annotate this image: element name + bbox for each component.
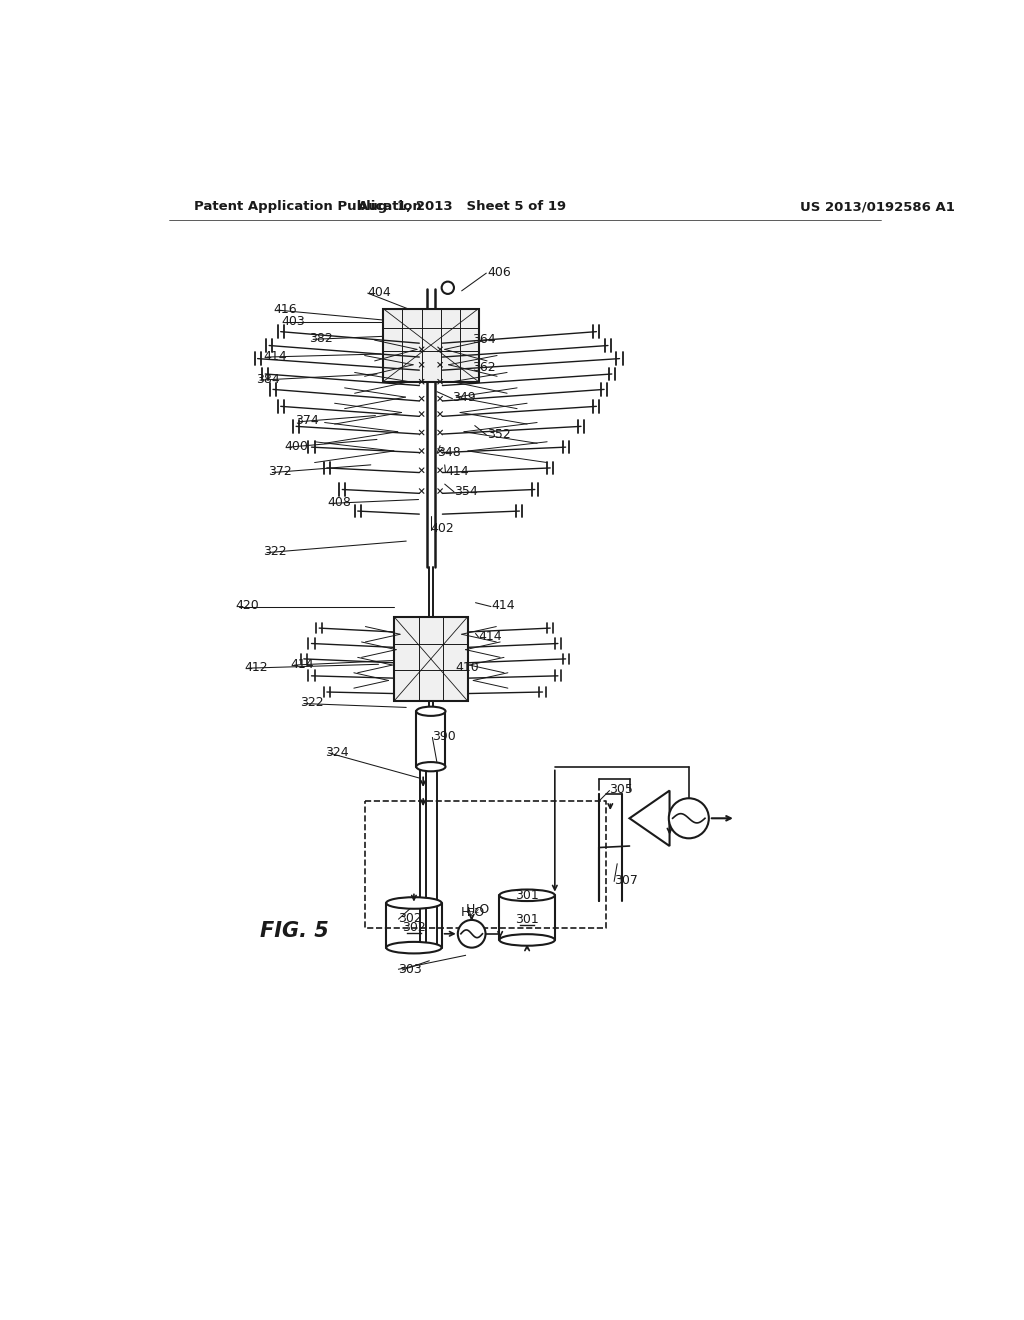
Text: 364: 364 [472,333,496,346]
Text: 414: 414 [478,630,502,643]
Text: 324: 324 [325,746,348,759]
Text: 390: 390 [432,730,456,743]
Text: H₂O: H₂O [461,906,485,919]
Text: 352: 352 [487,428,511,441]
Circle shape [458,920,485,948]
Text: 303: 303 [398,962,422,975]
Text: Patent Application Publication: Patent Application Publication [194,201,422,214]
Text: 412: 412 [245,661,268,675]
Text: 414: 414 [445,465,469,478]
Text: 301: 301 [515,888,540,902]
Text: 404: 404 [368,286,391,298]
Circle shape [441,281,454,294]
Ellipse shape [386,898,441,908]
Text: 305: 305 [609,783,634,796]
Text: 374: 374 [295,414,319,428]
Text: US 2013/0192586 A1: US 2013/0192586 A1 [801,201,955,214]
Text: 414: 414 [490,599,514,612]
Text: 322: 322 [300,696,324,709]
Text: 406: 406 [487,265,511,279]
Text: 414: 414 [291,657,314,671]
Text: 403: 403 [282,315,305,329]
Text: 349: 349 [453,391,476,404]
Polygon shape [630,791,670,846]
Text: 382: 382 [309,333,333,345]
Text: 307: 307 [614,874,638,887]
FancyBboxPatch shape [383,309,478,381]
Text: 414: 414 [263,350,287,363]
Ellipse shape [416,762,445,771]
Ellipse shape [386,942,441,953]
Ellipse shape [500,935,555,945]
Text: 400: 400 [285,440,308,453]
Text: 372: 372 [268,465,292,478]
Ellipse shape [416,706,445,715]
Text: 302: 302 [402,921,426,935]
Text: 362: 362 [472,360,496,374]
Text: 384: 384 [256,372,280,385]
Text: 348: 348 [437,446,461,459]
Text: 408: 408 [327,496,351,510]
Ellipse shape [500,890,555,902]
Text: 354: 354 [454,484,478,498]
Text: FIG. 5: FIG. 5 [260,921,329,941]
Text: 410: 410 [456,661,479,675]
Text: 420: 420 [236,599,259,612]
Text: 402: 402 [431,523,455,536]
Text: 416: 416 [273,302,297,315]
Text: 302: 302 [398,912,422,925]
Text: Aug. 1, 2013   Sheet 5 of 19: Aug. 1, 2013 Sheet 5 of 19 [357,201,565,214]
Text: 322: 322 [263,545,287,558]
Text: 301: 301 [515,913,539,927]
Text: H₂O: H₂O [466,903,489,916]
FancyBboxPatch shape [394,616,468,701]
Circle shape [669,799,709,838]
